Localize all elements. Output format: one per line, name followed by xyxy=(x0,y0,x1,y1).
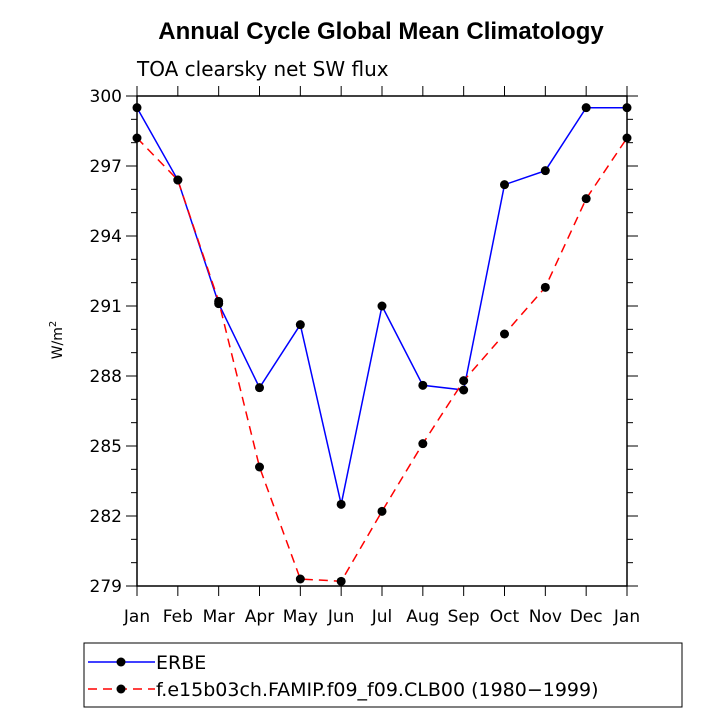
x-tick-label: Feb xyxy=(163,607,193,627)
series-0-point-6 xyxy=(377,301,387,311)
series-0-point-4 xyxy=(295,320,305,330)
x-tick-label: Sep xyxy=(448,607,480,627)
y-tick-label: 279 xyxy=(90,577,122,597)
axis-ticks: 279 282 285 288 291 294 297 300 Jan Feb Mar Apr May J… xyxy=(90,86,640,627)
x-tick-label: Nov xyxy=(529,607,562,627)
y-tick-label: 288 xyxy=(90,367,122,387)
x-tick-label: Jun xyxy=(327,607,355,627)
series-1-point-5 xyxy=(336,576,346,586)
y-tick-label: 285 xyxy=(90,437,122,457)
y-axis-label: W/m2 xyxy=(48,321,66,360)
chart-subtitle: TOA clearsky net SW flux xyxy=(136,57,389,81)
x-tick-label: Jan xyxy=(123,607,150,627)
y-tick-label: 300 xyxy=(90,87,122,107)
y-tick-label: 294 xyxy=(90,227,122,247)
series-0-point-10 xyxy=(540,166,550,176)
legend: ERBE f.e15b03ch.FAMIP.f09_f09.CLB00 (198… xyxy=(83,642,683,708)
series-0-point-7 xyxy=(418,380,428,390)
x-tick-label: Dec xyxy=(570,607,603,627)
legend-marker-model xyxy=(116,684,126,694)
y-tick-label: 291 xyxy=(90,297,122,317)
series-0-point-8 xyxy=(459,385,469,395)
series-1-point-4 xyxy=(295,574,305,584)
legend-label-model: f.e15b03ch.FAMIP.f09_f09.CLB00 (1980−199… xyxy=(156,679,599,701)
x-tick-label: Jan xyxy=(613,607,640,627)
series-0-point-5 xyxy=(336,499,346,509)
y-tick-label: 282 xyxy=(90,507,122,527)
x-tick-label: Jul xyxy=(371,607,393,627)
series-1-point-2 xyxy=(214,296,224,306)
series-1-point-8 xyxy=(459,376,469,386)
x-tick-label: May xyxy=(283,607,318,627)
series-1-point-11 xyxy=(581,194,591,204)
series-group xyxy=(132,103,632,586)
x-tick-label: Aug xyxy=(406,607,439,627)
series-1-point-6 xyxy=(377,506,387,516)
x-tick-label: Oct xyxy=(490,607,520,627)
chart-title: Annual Cycle Global Mean Climatology xyxy=(158,18,604,45)
series-1-point-9 xyxy=(500,329,509,339)
x-tick-label: Mar xyxy=(203,607,235,627)
series-1-point-1 xyxy=(173,175,183,185)
series-1-point-7 xyxy=(418,439,428,449)
x-tick-label: Apr xyxy=(245,607,274,627)
plot-frame xyxy=(136,95,628,587)
legend-marker-erbe xyxy=(116,657,126,667)
y-tick-label: 297 xyxy=(90,157,122,177)
series-1-point-3 xyxy=(255,462,264,472)
series-0-point-9 xyxy=(500,180,509,190)
series-0-point-11 xyxy=(581,103,591,113)
legend-box xyxy=(83,642,683,708)
series-0-point-3 xyxy=(255,383,264,393)
series-1-point-10 xyxy=(540,282,550,292)
legend-label-erbe: ERBE xyxy=(156,652,206,674)
